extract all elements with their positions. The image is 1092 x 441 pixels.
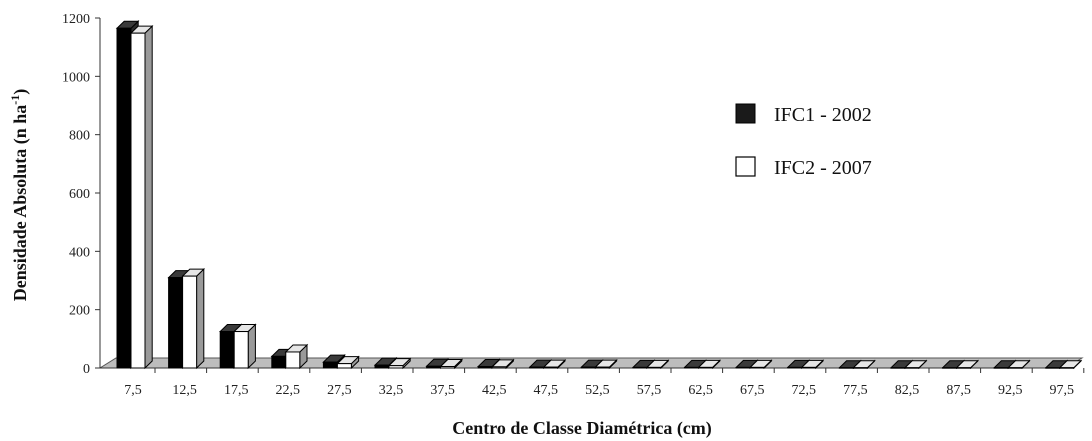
- x-tick-label: 42,5: [482, 383, 507, 398]
- y-tick-label: 600: [69, 187, 90, 202]
- x-tick-label: 17,5: [224, 383, 249, 398]
- x-tick-label: 52,5: [585, 383, 610, 398]
- x-tick-label: 32,5: [379, 383, 404, 398]
- bar-ifc2-1-front: [182, 275, 198, 369]
- y-tick-label: 1000: [62, 70, 90, 85]
- y-tick-label: 1200: [62, 12, 90, 27]
- legend-swatch-series-2: [735, 156, 756, 177]
- bar-ifc1-18-front: [1045, 367, 1061, 369]
- bar-ifc2-4-front: [336, 363, 352, 369]
- bar-ifc2-12-front: [749, 366, 765, 369]
- bar-ifc2-2-front: [233, 331, 249, 369]
- x-tick-label: 37,5: [430, 383, 455, 398]
- bar-ifc2-14: [852, 359, 876, 370]
- bar-ifc1-14-front: [838, 367, 854, 369]
- bar-ifc2-8-front: [543, 366, 559, 369]
- bar-ifc1-2-front: [219, 331, 235, 369]
- bar-ifc1-11-front: [684, 366, 700, 369]
- bar-ifc2-17: [1006, 359, 1031, 370]
- x-axis-title: Centro de Classe Diamétrica (cm): [452, 418, 712, 439]
- y-tick-label: 0: [83, 362, 90, 377]
- bar-ifc2-0-side: [144, 24, 153, 370]
- x-tick-label: 92,5: [998, 383, 1023, 398]
- x-tick-label: 82,5: [895, 383, 920, 398]
- bar-ifc1-17-front: [993, 367, 1009, 369]
- bar-ifc2-18: [1058, 359, 1083, 370]
- bar-ifc2-11-front: [698, 366, 714, 369]
- legend: IFC1 - 2002 IFC2 - 2007: [735, 103, 872, 179]
- x-tick-label: 7,5: [124, 383, 142, 398]
- legend-label-series-1: IFC1 - 2002: [774, 104, 872, 126]
- bar-ifc2-5-front: [388, 365, 404, 369]
- bar-ifc1-9-front: [580, 366, 596, 369]
- bar-ifc2-15-front: [904, 367, 920, 369]
- bar-ifc2-11: [697, 359, 722, 370]
- x-tick-label: 67,5: [740, 383, 765, 398]
- bar-ifc2-6-front: [440, 366, 456, 369]
- bar-ifc2-10-front: [646, 366, 662, 369]
- bar-ifc2-1-side: [196, 267, 205, 370]
- bar-ifc2-4: [336, 355, 360, 370]
- bar-ifc1-15-front: [890, 367, 906, 369]
- bar-ifc1-6-front: [426, 365, 442, 369]
- bar-ifc2-13: [800, 359, 825, 370]
- x-tick-label: 62,5: [688, 383, 713, 398]
- bar-ifc1-0-front: [116, 27, 132, 369]
- bar-ifc1-7-front: [477, 366, 493, 369]
- y-tick-label: 400: [69, 245, 90, 260]
- x-tick-label: 77,5: [843, 383, 868, 398]
- y-axis-title: Densidade Absoluta (n ha-1): [8, 89, 31, 302]
- bar-ifc1-8-front: [529, 366, 545, 369]
- bar-ifc1-16-front: [942, 367, 958, 369]
- x-tick-label: 87,5: [946, 383, 971, 398]
- bar-ifc2-13-front: [801, 366, 817, 369]
- bar-ifc2-9: [594, 358, 618, 370]
- bar-ifc2-18-front: [1059, 367, 1075, 369]
- bar-ifc2-1: [181, 267, 206, 370]
- bar-ifc2-8: [542, 358, 567, 370]
- bar-ifc1-10-front: [632, 366, 648, 369]
- bar-ifc1-5-front: [374, 364, 390, 369]
- bar-ifc2-3-front: [285, 351, 301, 369]
- bar-ifc2-17-front: [1007, 367, 1023, 369]
- legend-swatch-series-1: [735, 103, 756, 124]
- bar-ifc2-15: [903, 359, 928, 370]
- x-tick-label: 97,5: [1050, 383, 1075, 398]
- bar-ifc2-2: [232, 323, 257, 370]
- x-tick-label: 27,5: [327, 383, 352, 398]
- bar-ifc2-5: [387, 357, 412, 370]
- bar-ifc2-0: [129, 24, 154, 370]
- bar-ifc2-12: [748, 359, 773, 370]
- bar-ifc1-12-front: [735, 366, 751, 369]
- y-tick-label: 200: [69, 304, 90, 319]
- bar-ifc2-16-front: [956, 367, 972, 369]
- x-tick-label: 22,5: [276, 383, 301, 398]
- x-tick-label: 72,5: [792, 383, 817, 398]
- bar-ifc2-16: [955, 359, 980, 370]
- bar-ifc2-3: [284, 343, 309, 370]
- bar-ifc2-6: [439, 358, 464, 370]
- y-tick-label: 800: [69, 129, 90, 144]
- bar-ifc2-9-front: [594, 366, 610, 369]
- bar-ifc1-13-front: [787, 366, 803, 369]
- bar-ifc2-7-front: [491, 366, 507, 369]
- x-tick-label: 47,5: [534, 383, 559, 398]
- x-tick-label: 57,5: [637, 383, 662, 398]
- bar-ifc1-4-front: [322, 361, 338, 369]
- bar-ifc2-10: [645, 359, 670, 370]
- bar-ifc1-1-front: [168, 277, 184, 369]
- bar-ifc2-0-front: [130, 32, 146, 369]
- bar-ifc2-14-front: [852, 367, 868, 369]
- bar-ifc2-7: [490, 358, 515, 370]
- legend-label-series-2: IFC2 - 2007: [774, 157, 872, 179]
- bar-ifc1-3-front: [271, 355, 287, 369]
- x-tick-label: 12,5: [172, 383, 197, 398]
